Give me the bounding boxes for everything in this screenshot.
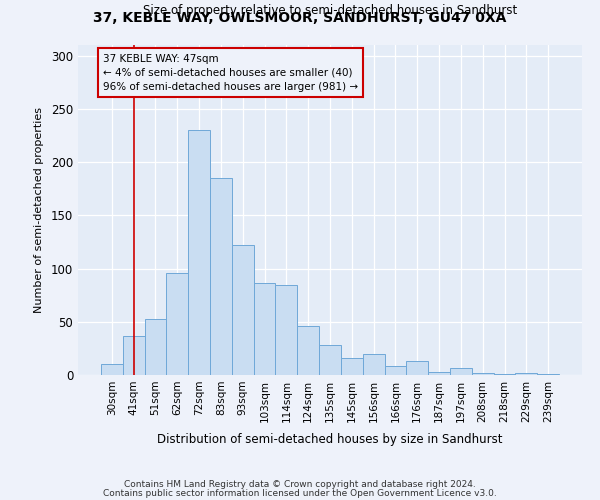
Y-axis label: Number of semi-detached properties: Number of semi-detached properties xyxy=(34,107,44,313)
Bar xyxy=(166,273,188,375)
Bar xyxy=(210,178,232,375)
Bar xyxy=(341,358,363,375)
Bar xyxy=(406,361,428,375)
Bar xyxy=(297,326,319,375)
X-axis label: Distribution of semi-detached houses by size in Sandhurst: Distribution of semi-detached houses by … xyxy=(157,433,503,446)
Title: Size of property relative to semi-detached houses in Sandhurst: Size of property relative to semi-detach… xyxy=(143,4,517,18)
Bar xyxy=(515,373,537,375)
Text: 37, KEBLE WAY, OWLSMOOR, SANDHURST, GU47 0XA: 37, KEBLE WAY, OWLSMOOR, SANDHURST, GU47… xyxy=(94,11,506,25)
Bar xyxy=(101,364,123,375)
Bar xyxy=(385,366,406,375)
Bar xyxy=(450,368,472,375)
Bar xyxy=(254,284,275,375)
Bar xyxy=(472,373,494,375)
Bar xyxy=(188,130,210,375)
Text: 37 KEBLE WAY: 47sqm
← 4% of semi-detached houses are smaller (40)
96% of semi-de: 37 KEBLE WAY: 47sqm ← 4% of semi-detache… xyxy=(103,54,358,92)
Bar xyxy=(319,345,341,375)
Bar xyxy=(428,372,450,375)
Bar xyxy=(363,354,385,375)
Bar xyxy=(123,336,145,375)
Bar xyxy=(232,245,254,375)
Text: Contains public sector information licensed under the Open Government Licence v3: Contains public sector information licen… xyxy=(103,488,497,498)
Text: Contains HM Land Registry data © Crown copyright and database right 2024.: Contains HM Land Registry data © Crown c… xyxy=(124,480,476,489)
Bar xyxy=(145,318,166,375)
Bar xyxy=(494,374,515,375)
Bar xyxy=(275,284,297,375)
Bar xyxy=(537,374,559,375)
